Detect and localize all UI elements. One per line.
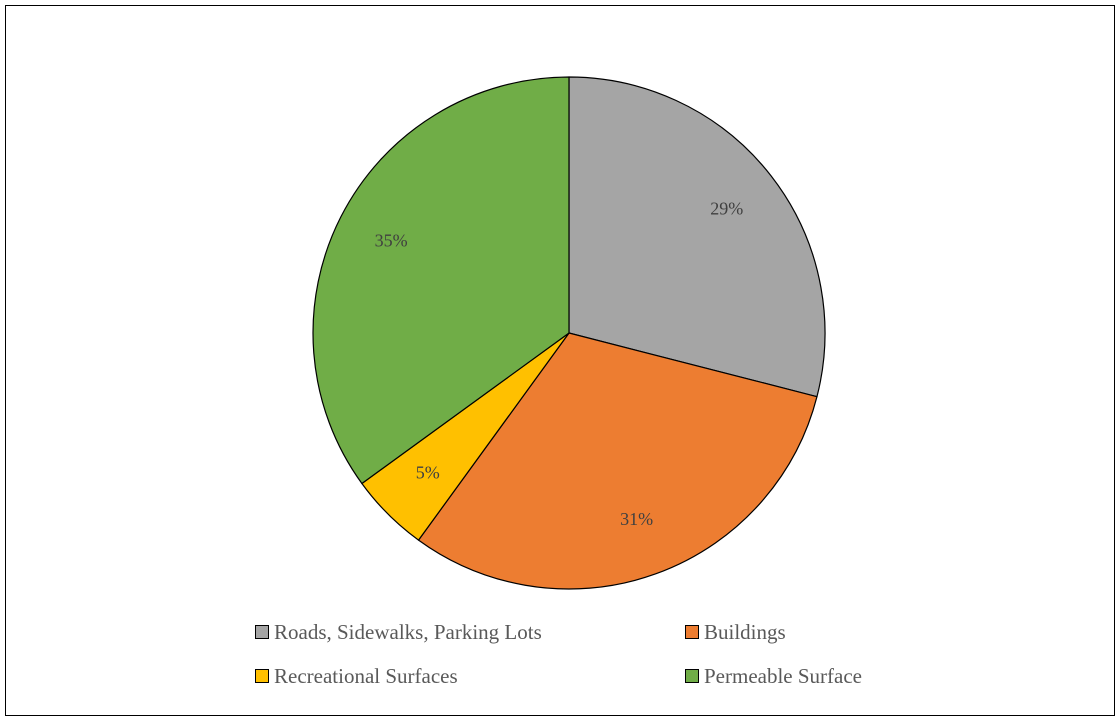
legend-label-roads: Roads, Sidewalks, Parking Lots	[274, 619, 542, 644]
pie-slice-permeable	[312, 76, 570, 485]
legend-item-permeable: Permeable Surface	[685, 662, 935, 690]
legend-item-recreational: Recreational Surfaces	[255, 662, 685, 690]
data-label-permeable: 35%	[375, 230, 408, 250]
pie-slice-buildings	[417, 332, 818, 590]
legend-item-buildings: Buildings	[685, 618, 935, 646]
legend-swatch-recreational	[255, 669, 269, 683]
data-label-roads: 29%	[710, 199, 743, 219]
legend-label-buildings: Buildings	[704, 619, 786, 644]
pie-slice-roads	[568, 76, 826, 398]
legend-label-recreational: Recreational Surfaces	[274, 663, 458, 688]
data-label-recreational: 5%	[416, 462, 440, 482]
legend-swatch-roads	[255, 625, 269, 639]
legend: Roads, Sidewalks, Parking Lots Buildings…	[255, 618, 935, 690]
legend-swatch-permeable	[685, 669, 699, 683]
legend-item-roads: Roads, Sidewalks, Parking Lots	[255, 618, 685, 646]
legend-label-permeable: Permeable Surface	[704, 663, 863, 688]
data-label-buildings: 31%	[620, 509, 653, 529]
legend-swatch-buildings	[685, 625, 699, 639]
